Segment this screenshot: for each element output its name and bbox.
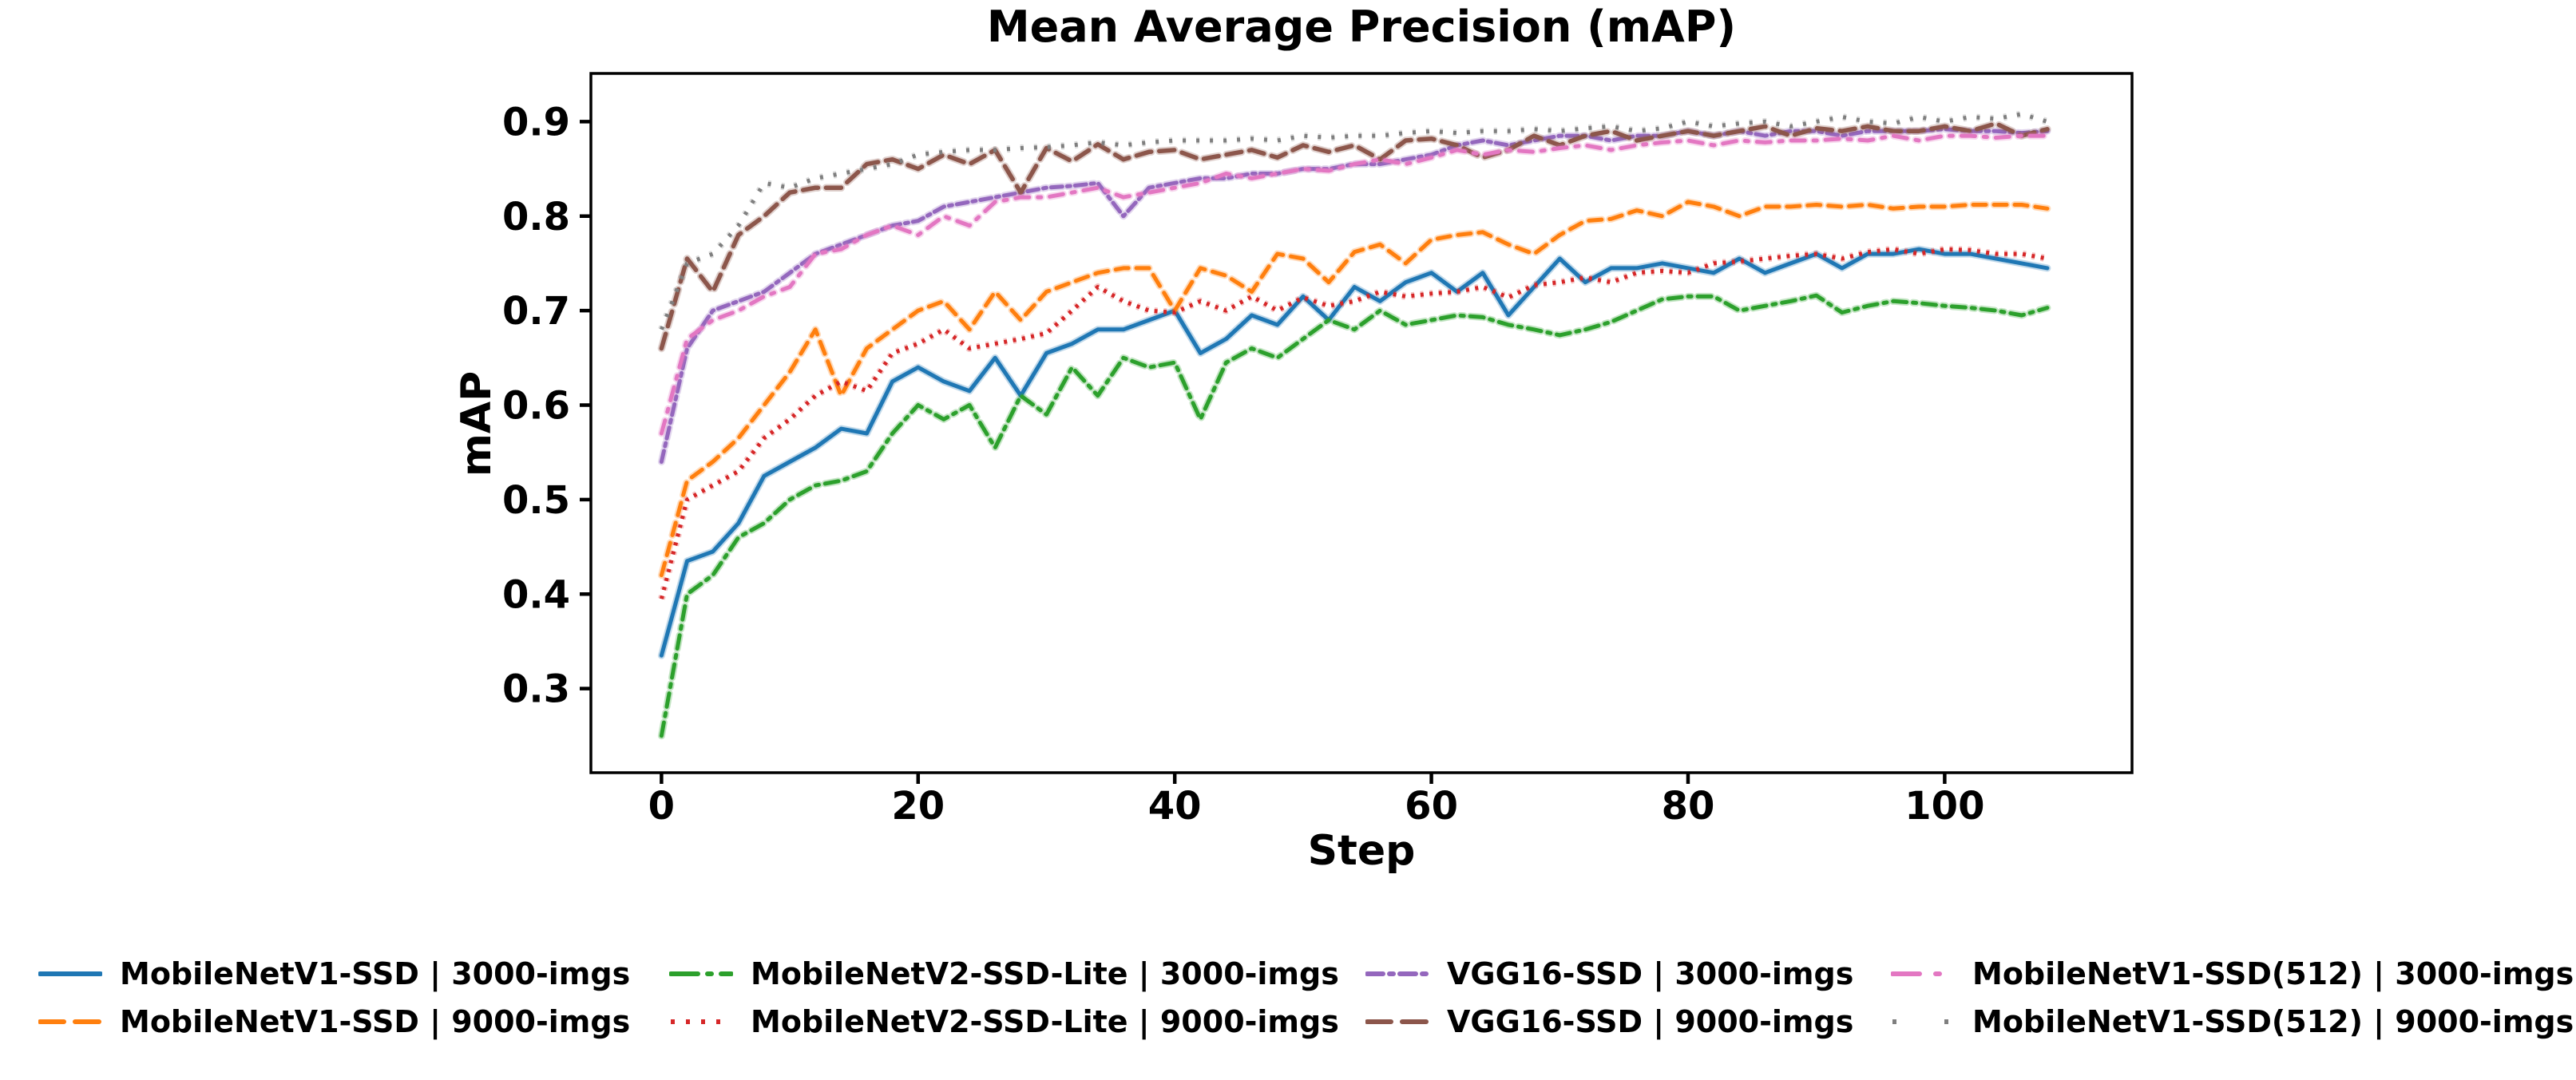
- y-tick-label: 0.4: [502, 572, 570, 617]
- series-halo-4: [657, 125, 2051, 465]
- x-tick-label: 80: [1662, 784, 1715, 829]
- chart-title: Mean Average Precision (mAP): [986, 2, 1737, 52]
- series-line-2: [659, 293, 2050, 738]
- plot-frame: [589, 72, 2134, 774]
- series-line-3: [659, 247, 2048, 599]
- y-tick-label: 0.7: [502, 289, 570, 334]
- y-tick-label: 0.5: [502, 478, 570, 523]
- series-line-6: [659, 133, 2050, 436]
- series-line-5: [659, 121, 2050, 351]
- series-halo-2: [657, 291, 2051, 740]
- y-tick-label: 0.8: [502, 195, 570, 239]
- series-halo-1: [657, 198, 2051, 580]
- y-tick-label: 0.6: [502, 384, 570, 429]
- series-line-4: [659, 127, 2050, 464]
- series-line-7: [660, 112, 2048, 330]
- x-tick-label: 20: [891, 784, 945, 829]
- x-tick-label: 60: [1405, 784, 1458, 829]
- x-tick-label: 40: [1148, 784, 1202, 829]
- y-tick-label: 0.3: [502, 667, 570, 712]
- series-line-1: [659, 200, 2050, 578]
- x-tick-label: 0: [648, 784, 675, 829]
- y-tick-label: 0.9: [502, 100, 570, 144]
- x-axis-label: Step: [1307, 827, 1416, 875]
- x-tick-label: 100: [1904, 784, 1984, 829]
- y-axis-label: mAP: [453, 370, 501, 477]
